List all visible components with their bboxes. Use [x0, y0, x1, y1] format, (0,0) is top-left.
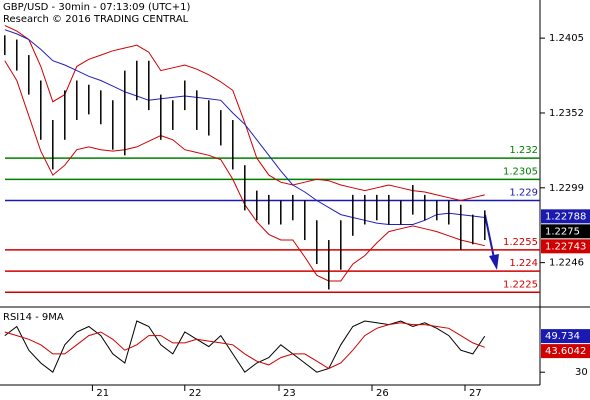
x-tick-label: 27 [469, 388, 482, 399]
series-line [4, 24, 485, 202]
series-line [4, 29, 485, 225]
chart-subtitle: Research © 2016 TRADING CENTRAL [3, 14, 189, 25]
x-tick-label: 26 [376, 388, 389, 399]
level-label: 1.232 [509, 145, 538, 156]
level-label: 1.2305 [503, 166, 538, 177]
price-tag [541, 344, 590, 359]
level-label: 1.2225 [503, 279, 538, 290]
price-tag [541, 239, 590, 254]
forecast-arrow-shaft [484, 214, 495, 259]
y-tick-label: 1.2246 [549, 258, 584, 269]
x-tick-label: 23 [283, 388, 296, 399]
y-tick-label: 30 [575, 367, 588, 378]
price-tag-label: 1.2275 [545, 226, 580, 237]
forecast-arrow-head [489, 254, 499, 270]
price-tag-label: 43.6042 [545, 346, 586, 357]
y-tick-label: 1.2405 [549, 33, 584, 44]
level-label: 1.224 [509, 258, 538, 269]
rsi-title: RSI14 - 9MA [3, 312, 64, 323]
level-label: 1.2255 [503, 237, 538, 248]
y-tick-label: 1.2299 [549, 183, 584, 194]
x-tick-label: 22 [189, 388, 202, 399]
chart-title: GBP/USD - 30min - 07:13:09 (UTC+1) [3, 2, 190, 13]
price-tag-label: 49.734 [545, 331, 580, 342]
series-line [4, 322, 485, 370]
series-line [4, 320, 486, 373]
price-tag [541, 209, 590, 224]
price-tag [541, 224, 590, 239]
x-tick-label: 21 [96, 388, 109, 399]
level-label: 1.229 [509, 188, 538, 199]
price-tag [541, 329, 590, 344]
y-tick-label: 1.2352 [549, 108, 584, 119]
price-tag-label: 1.22788 [545, 211, 586, 222]
price-tag-label: 1.22743 [545, 241, 586, 252]
